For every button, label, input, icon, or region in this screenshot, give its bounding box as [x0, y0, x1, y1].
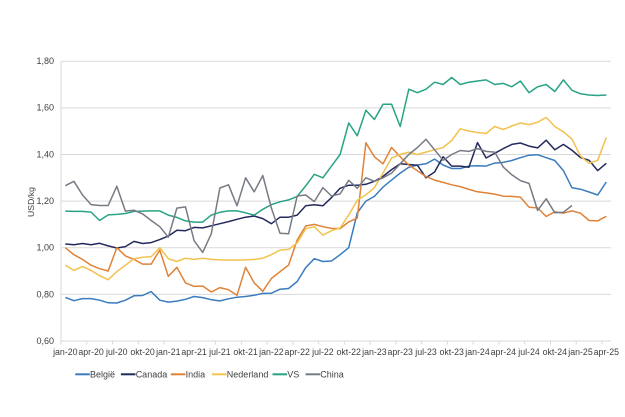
svg-text:België: België	[90, 370, 115, 380]
svg-text:apr-25: apr-25	[594, 347, 620, 357]
svg-text:jul-22: jul-22	[311, 347, 334, 357]
svg-text:India: India	[186, 370, 206, 380]
svg-text:apr-22: apr-22	[284, 347, 310, 357]
svg-text:apr-24: apr-24	[491, 347, 517, 357]
svg-text:1,80: 1,80	[36, 56, 54, 66]
svg-text:okt-24: okt-24	[543, 347, 568, 357]
svg-text:okt-20: okt-20	[130, 347, 155, 357]
svg-text:VS: VS	[287, 370, 299, 380]
svg-text:1,40: 1,40	[36, 149, 54, 159]
svg-text:Nederland: Nederland	[227, 370, 269, 380]
svg-text:jan-20: jan-20	[52, 347, 78, 357]
svg-text:1,20: 1,20	[36, 196, 54, 206]
svg-text:okt-23: okt-23	[439, 347, 464, 357]
svg-text:jan-24: jan-24	[464, 347, 490, 357]
svg-text:jan-22: jan-22	[258, 347, 284, 357]
svg-text:jan-23: jan-23	[361, 347, 387, 357]
svg-text:jul-23: jul-23	[414, 347, 437, 357]
svg-text:1,00: 1,00	[36, 243, 54, 253]
svg-text:apr-23: apr-23	[387, 347, 413, 357]
svg-text:jan-25: jan-25	[567, 347, 593, 357]
svg-text:Canada: Canada	[136, 370, 168, 380]
svg-text:apr-20: apr-20	[78, 347, 104, 357]
svg-text:0,60: 0,60	[36, 336, 54, 346]
svg-text:1,60: 1,60	[36, 103, 54, 113]
svg-text:USD/kg: USD/kg	[26, 187, 36, 217]
svg-text:0,80: 0,80	[36, 289, 54, 299]
svg-text:okt-21: okt-21	[233, 347, 258, 357]
svg-text:China: China	[320, 370, 344, 380]
svg-text:jul-24: jul-24	[517, 347, 540, 357]
svg-text:okt-22: okt-22	[336, 347, 361, 357]
svg-text:apr-21: apr-21	[181, 347, 207, 357]
svg-text:jul-20: jul-20	[105, 347, 128, 357]
svg-text:jul-21: jul-21	[208, 347, 231, 357]
svg-text:jan-21: jan-21	[155, 347, 181, 357]
